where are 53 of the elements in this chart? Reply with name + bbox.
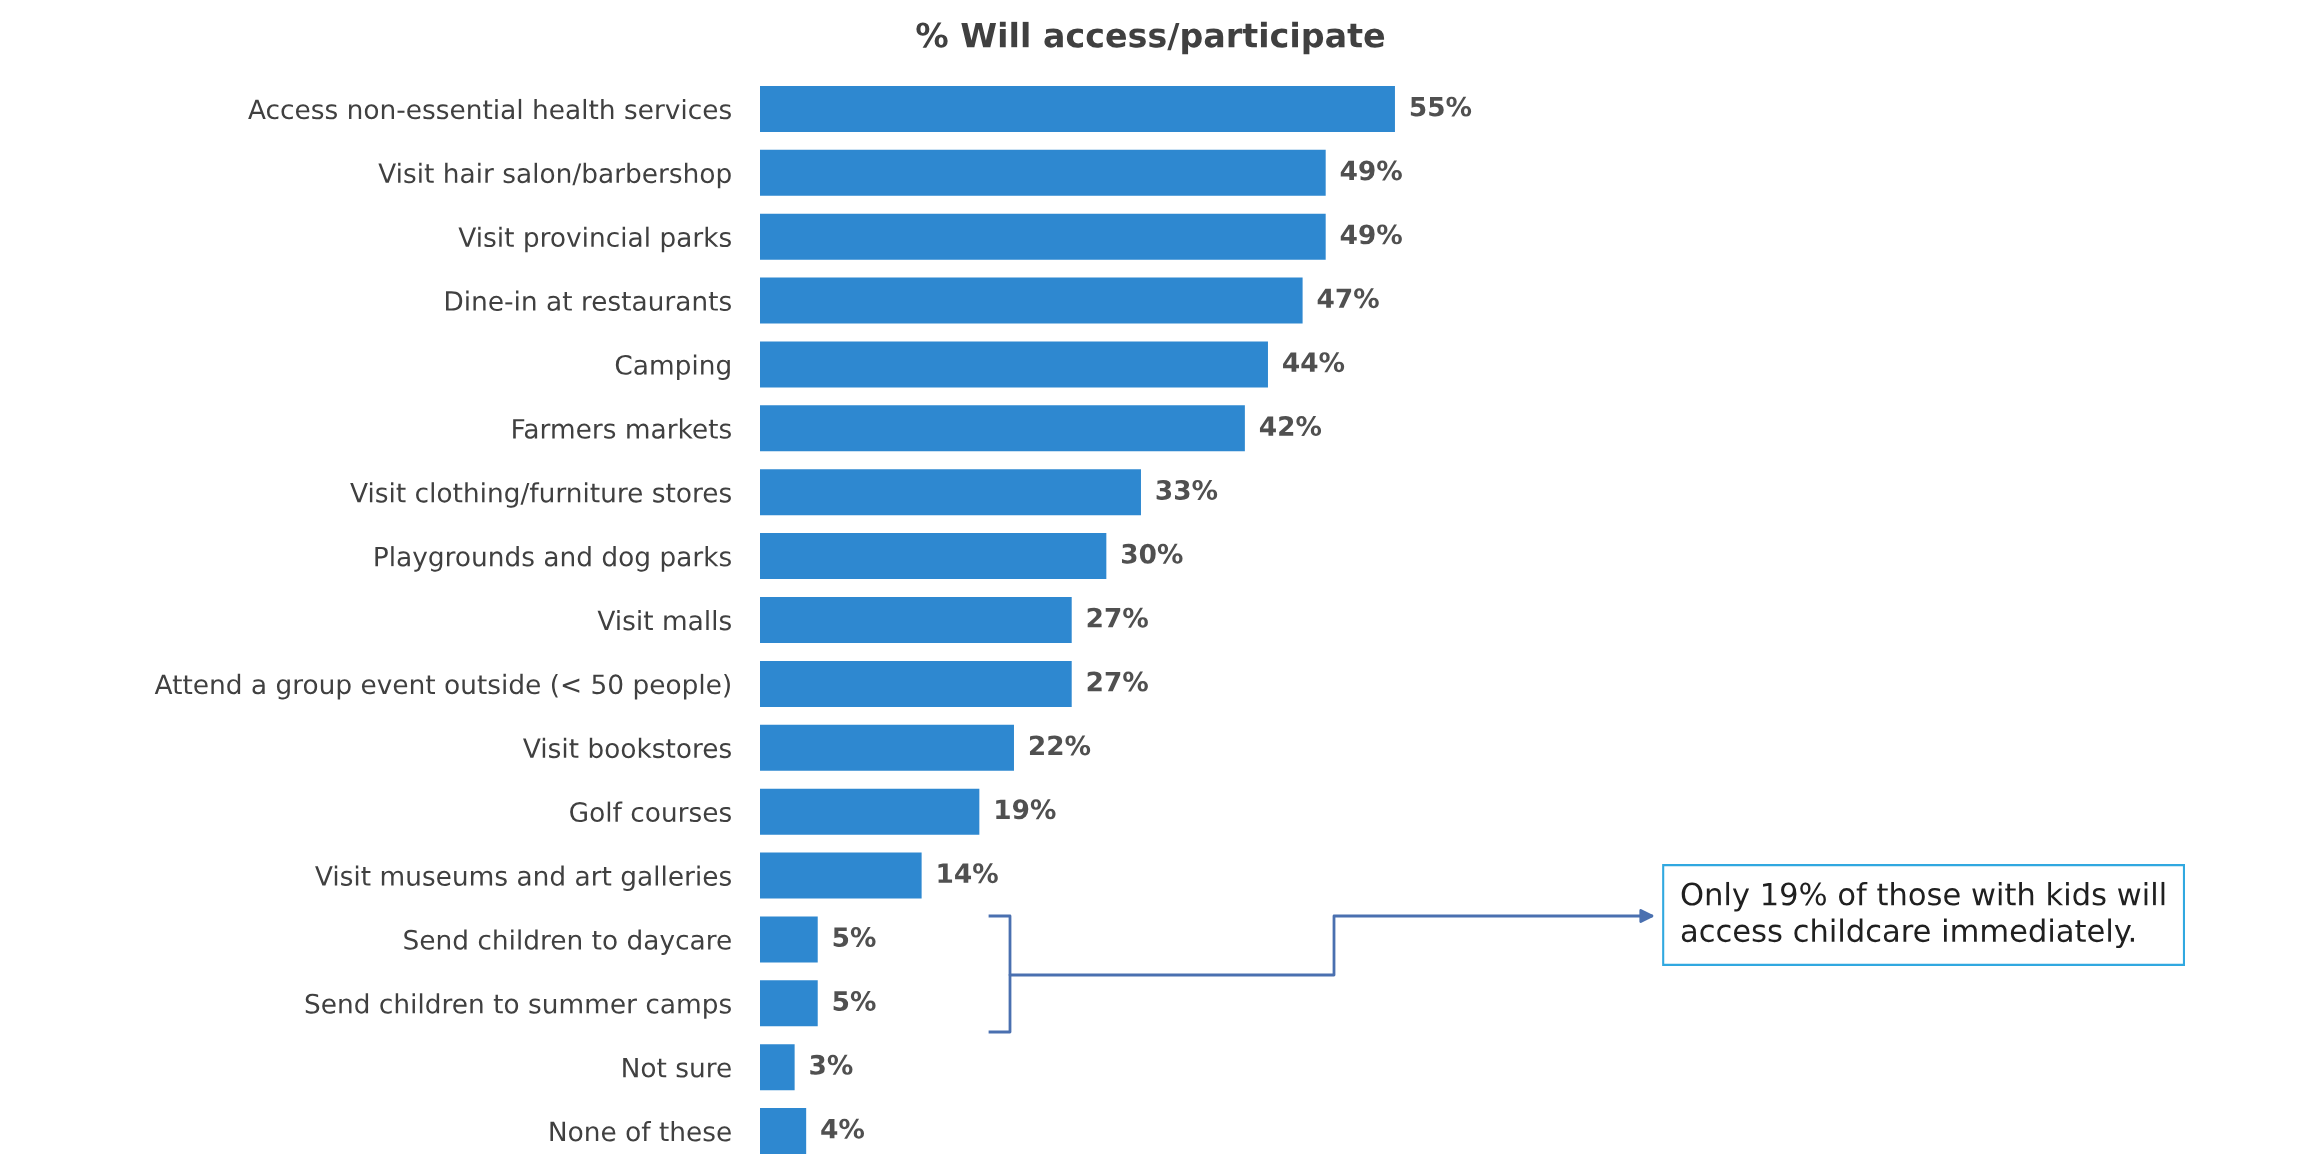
chart-title: % Will access/participate <box>916 21 1385 55</box>
bar <box>760 724 1014 771</box>
bar <box>760 149 1326 196</box>
y-tick-label: Visit museums and art galleries <box>315 865 731 892</box>
y-tick-label: Visit malls <box>597 609 731 631</box>
data-label: 4% <box>821 1118 865 1139</box>
bar <box>760 405 1245 452</box>
bar <box>760 533 1107 580</box>
y-tick-label: Send children to daycare <box>404 929 731 955</box>
y-tick-label: Visit bookstores <box>523 737 731 759</box>
bar <box>760 788 980 835</box>
data-label: 22% <box>1029 735 1091 756</box>
bar <box>760 1108 807 1155</box>
data-label: 30% <box>1122 543 1183 564</box>
bar <box>760 469 1141 516</box>
data-label: 44% <box>1283 352 1345 373</box>
data-label: 33% <box>1156 479 1218 500</box>
data-label: 49% <box>1340 224 1402 245</box>
bar <box>760 213 1326 260</box>
bar <box>760 85 1395 132</box>
bar <box>760 597 1072 643</box>
y-tick-label: Golf courses <box>570 801 731 823</box>
data-label: 14% <box>938 863 998 884</box>
y-tick-label: Attend a group event outside (< 50 people) <box>154 673 730 700</box>
y-tick-label: Visit clothing/furniture stores <box>350 482 731 508</box>
y-tick-label: Dine-in at restaurants <box>446 290 731 311</box>
data-label: 5% <box>833 927 876 948</box>
bar <box>760 1044 795 1091</box>
data-label: 47% <box>1317 288 1379 309</box>
bar <box>760 341 1268 388</box>
y-tick-label: Playgrounds and dog parks <box>375 546 731 572</box>
y-tick-label: Access non-essential health services <box>248 98 731 120</box>
bar <box>760 980 818 1027</box>
bar <box>760 660 1072 707</box>
y-tick-label: Farmers markets <box>513 418 731 439</box>
text: Only 19% of those with kids will access childcare immediately. <box>1681 881 2165 949</box>
y-tick-label: Visit hair salon/barbershop <box>378 162 731 189</box>
data-label: 3% <box>810 1054 853 1075</box>
data-label: 55% <box>1410 96 1472 117</box>
data-label: 27% <box>1087 607 1148 628</box>
bar <box>760 916 818 963</box>
bar <box>760 277 1303 324</box>
y-tick-label: Not sure <box>623 1057 731 1078</box>
data-label: 5% <box>833 990 876 1011</box>
data-label: 42% <box>1259 416 1322 437</box>
y-tick-label: None of these <box>550 1121 731 1142</box>
data-label: 27% <box>1087 671 1148 692</box>
data-label: 49% <box>1340 160 1402 181</box>
y-tick-label: Camping <box>615 354 730 380</box>
y-tick-label: Visit provincial parks <box>458 226 731 253</box>
data-label: 19% <box>996 799 1056 820</box>
bar <box>760 852 922 899</box>
y-tick-label: Send children to summer camps <box>305 993 731 1019</box>
